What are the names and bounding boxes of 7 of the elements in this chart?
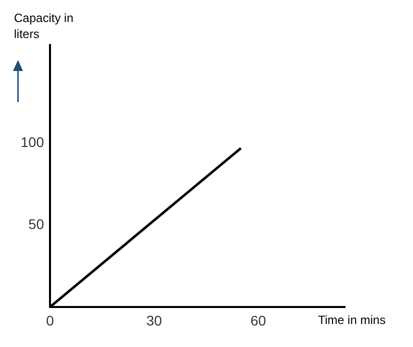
y-tick-label: 50 — [28, 216, 44, 232]
x-tick-label: 60 — [250, 312, 266, 328]
y-axis-title: Capacity in liters — [14, 10, 74, 42]
x-tick-label: 30 — [146, 312, 162, 328]
x-tick-label: 0 — [46, 312, 54, 328]
x-axis-title: Time in mins — [318, 312, 386, 328]
y-tick-label: 100 — [20, 134, 44, 150]
